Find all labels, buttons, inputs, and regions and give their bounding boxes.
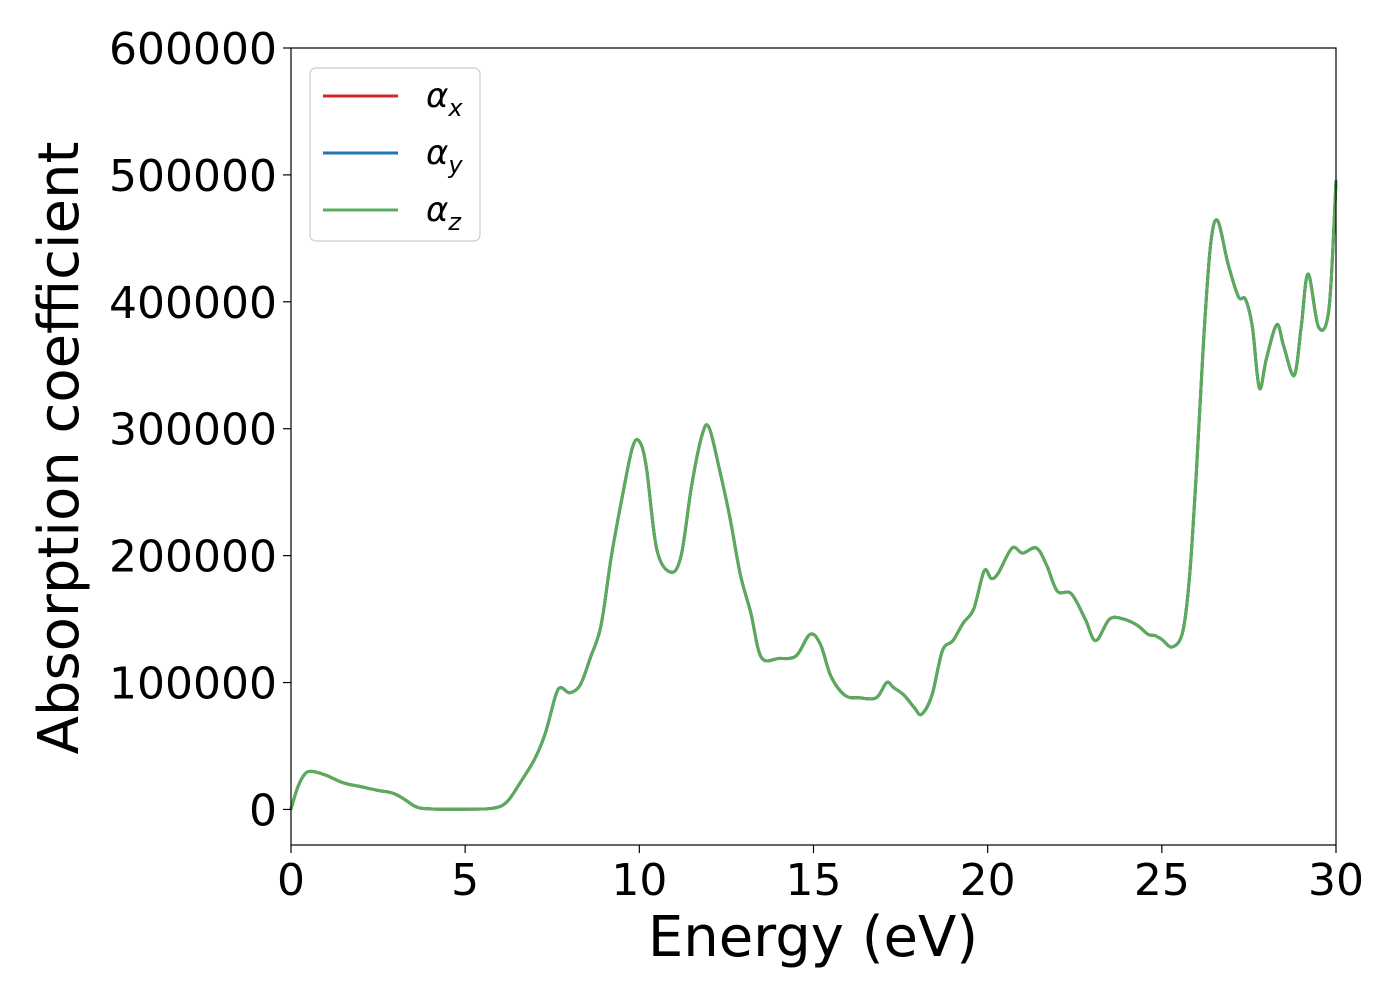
series-line-z — [289, 179, 1338, 811]
x-axis-label: Energy (eV) — [648, 905, 978, 970]
y-ticks: 0 100000 200000 300000 400000 500000 600000 — [109, 24, 291, 836]
y-tick-label: 0 — [249, 785, 277, 836]
legend-label-base: α — [426, 190, 448, 230]
legend-label-y: αy — [426, 133, 463, 179]
legend-label-subscript: z — [447, 208, 462, 236]
x-tick-label: 10 — [611, 855, 667, 906]
y-tick-label: 500000 — [109, 151, 277, 202]
x-tick-label: 30 — [1308, 855, 1364, 906]
x-tick-label: 20 — [960, 855, 1016, 906]
x-tick-label: 0 — [277, 855, 305, 906]
y-tick-label: 100000 — [109, 659, 277, 710]
legend-label-z: αz — [426, 190, 462, 236]
legend-label-base: α — [426, 76, 448, 116]
legend-label-subscript: y — [447, 151, 463, 179]
x-tick-label: 15 — [786, 855, 842, 906]
y-tick-label: 400000 — [109, 278, 277, 329]
x-ticks: 0 5 10 15 20 25 30 — [277, 845, 1364, 906]
y-axis-label: Absorption coefficient — [27, 142, 92, 755]
legend-label-x: αx — [426, 76, 463, 122]
y-tick-label: 300000 — [109, 405, 277, 456]
y-tick-label: 200000 — [109, 532, 277, 583]
x-tick-label: 25 — [1134, 855, 1190, 906]
legend-label-subscript: x — [447, 94, 463, 122]
series-layer — [289, 179, 1338, 811]
x-tick-label: 5 — [451, 855, 479, 906]
y-tick-label: 600000 — [109, 24, 277, 75]
legend-label-base: α — [426, 133, 448, 173]
